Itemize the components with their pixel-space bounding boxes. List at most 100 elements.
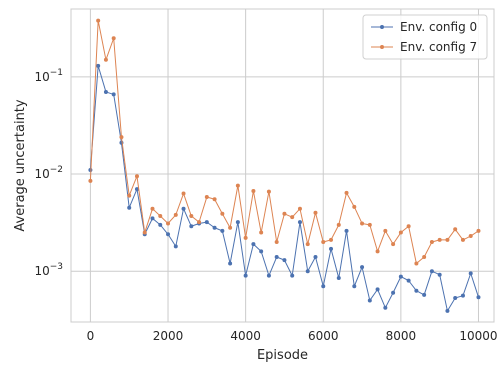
data-point-1 (143, 231, 147, 235)
x-tick-label: 0 (87, 329, 95, 343)
data-point-0 (112, 92, 116, 96)
data-point-1 (476, 229, 480, 233)
data-point-1 (430, 240, 434, 244)
data-point-1 (135, 174, 139, 178)
data-point-0 (96, 64, 100, 68)
x-tick-labels: 0 2000 4000 6000 8000 10000 (87, 329, 498, 343)
data-point-1 (360, 221, 364, 225)
legend-marker-0 (380, 25, 384, 29)
data-point-0 (275, 255, 279, 259)
data-point-0 (174, 244, 178, 248)
data-point-1 (376, 249, 380, 253)
data-point-1 (414, 262, 418, 266)
legend-marker-1 (380, 45, 384, 49)
data-point-0 (368, 298, 372, 302)
legend-label-0: Env. config 0 (400, 20, 477, 34)
series-layer (88, 19, 480, 313)
data-point-1 (96, 19, 100, 23)
data-point-1 (112, 36, 116, 40)
data-point-0 (476, 295, 480, 299)
data-point-0 (267, 274, 271, 278)
x-tick-label: 2000 (153, 329, 184, 343)
data-point-1 (422, 255, 426, 259)
data-point-1 (267, 190, 271, 194)
data-point-0 (104, 90, 108, 94)
data-point-1 (469, 234, 473, 238)
data-point-0 (244, 274, 248, 278)
data-point-0 (290, 274, 294, 278)
data-point-1 (150, 207, 154, 211)
series-line-0 (90, 66, 478, 311)
data-point-1 (127, 194, 131, 198)
data-point-1 (104, 58, 108, 62)
data-point-0 (158, 223, 162, 227)
data-point-1 (282, 212, 286, 216)
data-point-0 (182, 207, 186, 211)
data-point-0 (205, 220, 209, 224)
data-point-0 (461, 294, 465, 298)
data-point-1 (453, 227, 457, 231)
x-tick-label: 10000 (459, 329, 497, 343)
data-point-1 (244, 236, 248, 240)
data-point-0 (438, 273, 442, 277)
data-point-1 (438, 238, 442, 242)
data-point-1 (166, 221, 170, 225)
data-point-1 (220, 212, 224, 216)
data-point-1 (313, 211, 317, 215)
data-point-0 (166, 232, 170, 236)
data-point-0 (360, 265, 364, 269)
data-point-0 (383, 306, 387, 310)
data-point-0 (150, 216, 154, 220)
y-tick-label: 10−2 (34, 165, 63, 181)
data-point-1 (321, 240, 325, 244)
data-point-1 (259, 231, 263, 235)
data-point-1 (290, 215, 294, 219)
data-point-1 (306, 242, 310, 246)
data-point-0 (306, 269, 310, 273)
data-point-0 (251, 242, 255, 246)
data-point-0 (329, 247, 333, 251)
data-point-1 (329, 238, 333, 242)
data-point-1 (119, 135, 123, 139)
data-point-1 (228, 226, 232, 230)
data-point-1 (88, 179, 92, 183)
data-point-1 (461, 238, 465, 242)
data-point-0 (469, 271, 473, 275)
y-tick-label: 10−3 (34, 262, 63, 278)
data-point-1 (391, 242, 395, 246)
data-point-0 (376, 287, 380, 291)
data-point-1 (205, 195, 209, 199)
data-point-1 (368, 223, 372, 227)
data-point-1 (182, 192, 186, 196)
data-point-1 (158, 214, 162, 218)
x-tick-label: 6000 (308, 329, 339, 343)
data-point-1 (445, 238, 449, 242)
legend-label-1: Env. config 7 (400, 40, 477, 54)
data-point-0 (422, 293, 426, 297)
data-point-0 (391, 291, 395, 295)
data-point-0 (236, 220, 240, 224)
data-point-1 (174, 213, 178, 217)
data-point-0 (430, 269, 434, 273)
x-tick-label: 4000 (230, 329, 261, 343)
data-point-0 (228, 262, 232, 266)
data-point-0 (321, 284, 325, 288)
y-tick-label: 10−1 (34, 68, 63, 84)
data-point-1 (189, 214, 193, 218)
legend: Env. config 0 Env. config 7 (363, 15, 487, 59)
y-axis-label: Average uncertainty (13, 99, 28, 231)
data-point-1 (383, 229, 387, 233)
data-point-0 (259, 249, 263, 253)
data-point-0 (220, 229, 224, 233)
x-axis-label: Episode (257, 348, 308, 363)
data-point-0 (352, 284, 356, 288)
y-tick-labels: 10−3 10−2 10−1 (34, 68, 63, 278)
data-point-0 (282, 258, 286, 262)
data-point-1 (399, 231, 403, 235)
data-point-1 (345, 191, 349, 195)
data-point-0 (189, 224, 193, 228)
data-point-0 (407, 279, 411, 283)
data-point-1 (337, 223, 341, 227)
